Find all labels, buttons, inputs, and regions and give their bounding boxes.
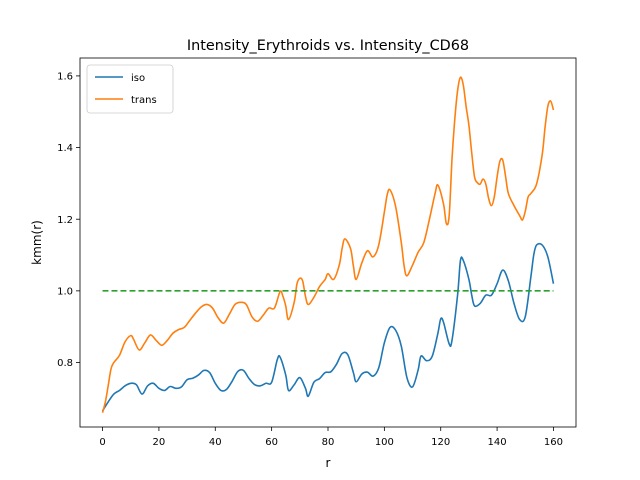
x-axis-label: r (326, 456, 331, 470)
y-tick-label: 1.0 (57, 286, 73, 297)
y-tick-label: 1.6 (57, 72, 73, 83)
x-tick-label: 140 (488, 437, 507, 448)
x-tick-label: 80 (322, 437, 335, 448)
y-axis: 0.8 1.0 1.2 1.4 1.6 (57, 72, 80, 369)
chart-title: Intensity_Erythroids vs. Intensity_CD68 (187, 38, 469, 54)
legend-label-trans: trans (131, 95, 157, 106)
x-axis: 0 20 40 60 80 100 120 140 160 (99, 427, 563, 448)
legend-box (86, 64, 174, 114)
x-tick-label: 120 (431, 437, 450, 448)
x-tick-label: 40 (209, 437, 222, 448)
x-tick-label: 0 (99, 437, 105, 448)
legend: iso trans (86, 64, 174, 114)
y-tick-label: 1.2 (57, 215, 73, 226)
y-tick-label: 0.8 (57, 358, 73, 369)
plot-lines (101, 76, 555, 413)
series-line-trans (101, 76, 555, 413)
series-line-iso (101, 242, 555, 412)
legend-label-iso: iso (131, 73, 145, 84)
x-tick-label: 20 (153, 437, 166, 448)
x-tick-label: 60 (265, 437, 278, 448)
x-tick-label: 160 (544, 437, 563, 448)
y-axis-label: kmm(r) (30, 220, 44, 265)
x-tick-label: 100 (375, 437, 394, 448)
y-tick-label: 1.4 (57, 143, 73, 154)
